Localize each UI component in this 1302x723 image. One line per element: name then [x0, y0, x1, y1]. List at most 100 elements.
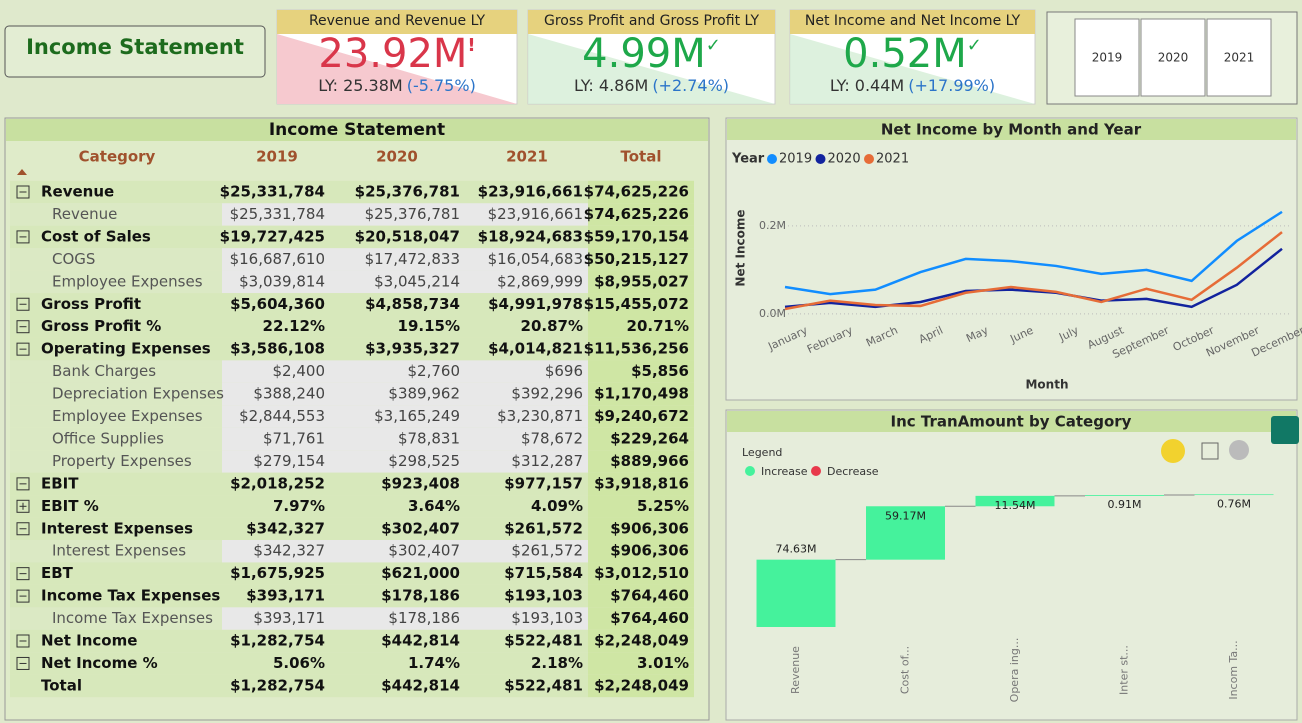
row-bg: [10, 450, 222, 473]
cell-value: $1,282,754: [230, 632, 325, 650]
cell-value: $193,103: [511, 609, 583, 627]
cell-value: $302,407: [381, 519, 460, 537]
row-bg: [10, 629, 222, 653]
row-label: Interest Expenses: [52, 542, 186, 560]
cell-value: $78,831: [398, 429, 460, 447]
expand-icon[interactable]: [16, 656, 30, 670]
cell-bg: [222, 562, 330, 585]
cell-value: $3,230,871: [497, 407, 583, 425]
cell-bg: [330, 472, 465, 496]
cell-value: $2,869,999: [497, 272, 583, 290]
cell-value: $3,935,327: [365, 340, 460, 358]
expand-icon[interactable]: [16, 522, 30, 536]
focus-icon[interactable]: [1271, 416, 1299, 444]
expand-icon[interactable]: [16, 634, 30, 648]
cell-value: $4,858,734: [365, 295, 460, 313]
cell-bg: [465, 270, 588, 294]
cell-value: $5,856: [631, 362, 689, 380]
cell-value: $696: [545, 362, 583, 380]
expand-icon[interactable]: [16, 567, 30, 581]
waterfall-bar: [1194, 494, 1274, 496]
total-cell-bg: [588, 405, 694, 428]
cell-value: $18,924,683: [478, 227, 583, 245]
x-tick-label: Revenue: [789, 646, 802, 694]
row-bg: [10, 203, 222, 226]
cell-value: 2.18%: [531, 654, 583, 672]
expand-icon[interactable]: [16, 185, 30, 199]
slicer-button[interactable]: [1140, 18, 1206, 97]
value-label: 74.63M: [776, 543, 817, 556]
info-icon[interactable]: [1229, 440, 1249, 460]
row-label: Income Tax Expenses: [41, 587, 220, 605]
expand-icon[interactable]: [16, 320, 30, 334]
cell-bg: [222, 203, 330, 226]
cell-bg: [330, 584, 465, 608]
row-bg: [10, 517, 222, 540]
cell-bg: [330, 293, 465, 316]
cell-bg: [330, 540, 465, 563]
cell-value: $3,045,214: [374, 272, 460, 290]
table-title: Income Statement: [269, 120, 445, 140]
x-axis-label: Month: [1025, 378, 1068, 392]
row-bg: [10, 405, 222, 428]
table-icon[interactable]: [1201, 442, 1219, 460]
slicer-button[interactable]: [1074, 18, 1140, 97]
row-label: Operating Expenses: [41, 340, 211, 358]
expand-icon[interactable]: [16, 499, 30, 513]
cell-bg: [330, 337, 465, 361]
cell-bg: [330, 495, 465, 518]
row-label: Cost of Sales: [41, 227, 151, 245]
cell-bg: [330, 180, 465, 204]
expand-icon[interactable]: [16, 342, 30, 356]
expand-icon[interactable]: [16, 230, 30, 244]
cell-bg: [222, 495, 330, 518]
chart-title-bar: [727, 411, 1296, 432]
row-bg: [10, 315, 222, 338]
row-label: Revenue: [52, 205, 117, 223]
cell-value: $74,625,226: [584, 205, 689, 223]
cell-value: $3,165,249: [374, 407, 460, 425]
cell-value: $1,282,754: [230, 676, 325, 694]
row-bg: [10, 607, 222, 630]
cell-bg: [465, 203, 588, 226]
cell-value: $2,844,553: [239, 407, 325, 425]
waterfall-bar: [975, 495, 1055, 507]
cell-value: $1,170,498: [594, 385, 689, 403]
row-label: Net Income: [41, 632, 137, 650]
row-label: Bank Charges: [52, 362, 156, 380]
row-label: Property Expenses: [52, 452, 192, 470]
expand-icon[interactable]: [16, 297, 30, 311]
kpi-ly-text: LY: 25.38M: [318, 76, 403, 95]
cell-value: $621,000: [381, 564, 460, 582]
edit-icon[interactable]: [1161, 439, 1185, 463]
cell-bg: [330, 652, 465, 675]
cell-value: $3,586,108: [230, 340, 325, 358]
cell-value: $889,966: [610, 452, 689, 470]
row-label: Income Tax Expenses: [52, 609, 213, 627]
row-bg: [10, 540, 222, 563]
cell-value: $3,918,816: [594, 474, 689, 492]
cell-bg: [465, 495, 588, 518]
expand-icon[interactable]: [16, 477, 30, 491]
cell-bg: [465, 540, 588, 563]
expand-icon[interactable]: [16, 589, 30, 603]
cell-bg: [222, 315, 330, 338]
cell-value: $764,460: [610, 587, 689, 605]
total-cell-bg: [588, 584, 694, 608]
cell-bg: [222, 517, 330, 540]
cell-value: $2,400: [273, 362, 326, 380]
kpi-icon: !: [467, 35, 475, 56]
x-tick-label: Incom Ta...: [1227, 640, 1240, 699]
cell-value: $2,248,049: [594, 632, 689, 650]
cell-value: $2,248,049: [594, 676, 689, 694]
slicer-button[interactable]: [1206, 18, 1272, 97]
total-cell-bg: [588, 427, 694, 451]
value-label: 0.76M: [1217, 497, 1251, 510]
total-cell-bg: [588, 607, 694, 630]
cell-value: $19,727,425: [220, 227, 325, 245]
cell-value: $1,675,925: [230, 564, 325, 582]
cell-bg: [330, 270, 465, 294]
kpi-change: (+17.99%): [908, 76, 995, 95]
cell-value: $74,625,226: [584, 183, 689, 201]
row-bg: [10, 652, 222, 675]
